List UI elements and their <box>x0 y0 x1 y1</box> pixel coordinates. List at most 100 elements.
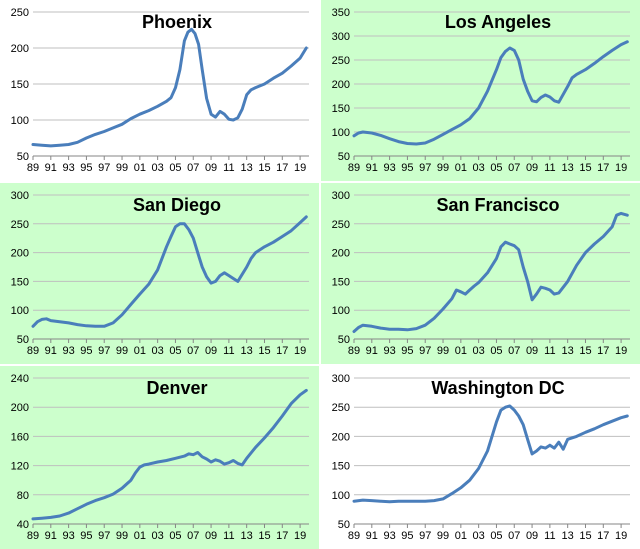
chart-svg-san-francisco: 50 100 150 200 250 300 89 91 93 95 97 99 01 03 05 07 09 1… <box>332 190 630 357</box>
x-tick-label: 11 <box>544 345 555 357</box>
y-tick-label: 100 <box>332 490 350 502</box>
x-tick-label: 13 <box>241 162 253 174</box>
x-tick-label: 07 <box>508 530 520 542</box>
x-tick-label: 17 <box>276 530 288 542</box>
chart-panel-los-angeles: 50 100 150 200 250 300 350 89 91 93 95 97 99 01 03 05 07… <box>321 0 640 181</box>
x-tick-label: 91 <box>45 162 57 174</box>
y-tick-label: 150 <box>11 276 29 288</box>
y-tick-label: 200 <box>332 248 350 260</box>
x-tick-label: 01 <box>455 345 467 357</box>
x-tick-label: 97 <box>419 345 431 357</box>
x-tick-label: 03 <box>473 345 485 357</box>
x-tick-label: 95 <box>80 345 92 357</box>
y-tick-label: 50 <box>17 151 29 163</box>
x-tick-label: 93 <box>383 162 395 174</box>
y-tick-label: 150 <box>332 461 350 473</box>
y-tick-label: 200 <box>332 79 350 91</box>
x-tick-label: 01 <box>134 162 146 174</box>
series-line-san-francisco <box>352 211 629 333</box>
x-tick-label: 09 <box>526 530 538 542</box>
chart-panel-denver: 40 80 120 160 200 240 89 91 93 95 97 99 01 03 05 07 09 11… <box>0 366 319 549</box>
chart-title: Denver <box>146 378 207 398</box>
x-tick-label: 09 <box>205 345 217 357</box>
x-tick-label: 05 <box>169 162 181 174</box>
x-tick-label: 97 <box>98 162 110 174</box>
chart-svg-washington-dc: 50 100 150 200 250 300 89 91 93 95 97 99 01 03 05 07 09 1… <box>332 373 630 542</box>
x-tick-label: 15 <box>579 530 591 542</box>
x-tick-label: 91 <box>45 530 57 542</box>
x-tick-label: 05 <box>169 345 181 357</box>
x-tick-label: 01 <box>455 162 467 174</box>
x-tick-label: 89 <box>348 345 360 357</box>
x-tick-label: 03 <box>473 530 485 542</box>
y-tick-label: 250 <box>332 219 350 231</box>
chart-panel-washington-dc: 50 100 150 200 250 300 89 91 93 95 97 99 01 03 05 07 09 1… <box>321 366 640 549</box>
x-tick-label: 19 <box>294 530 306 542</box>
x-tick-label: 03 <box>152 345 164 357</box>
x-tick-label: 93 <box>62 345 74 357</box>
y-tick-label: 50 <box>338 151 350 163</box>
y-tick-label: 200 <box>332 431 350 443</box>
x-tick-label: 01 <box>455 530 467 542</box>
x-tick-label: 99 <box>437 162 449 174</box>
y-tick-label: 100 <box>11 115 29 127</box>
x-tick-label: 99 <box>437 530 449 542</box>
x-tick-label: 11 <box>223 530 234 542</box>
x-tick-label: 15 <box>258 345 270 357</box>
chart-title: San Francisco <box>436 195 559 215</box>
x-tick-label: 01 <box>134 530 146 542</box>
x-tick-label: 95 <box>401 345 413 357</box>
series-line-denver <box>31 388 308 521</box>
y-tick-label: 40 <box>17 519 29 531</box>
chart-panel-san-francisco: 50 100 150 200 250 300 89 91 93 95 97 99 01 03 05 07 09 1… <box>321 183 640 364</box>
x-tick-label: 91 <box>45 345 57 357</box>
chart-svg-denver: 40 80 120 160 200 240 89 91 93 95 97 99 01 03 05 07 09 11… <box>11 373 309 542</box>
y-tick-label: 100 <box>332 305 350 317</box>
chart-panel-san-diego: 50 100 150 200 250 300 89 91 93 95 97 99 01 03 05 07 09 1… <box>0 183 319 364</box>
y-tick-label: 300 <box>332 190 350 202</box>
chart-panel-phoenix: 50 100 150 200 250 89 91 93 95 97 99 01 03 05 07 09 11 13… <box>0 0 319 181</box>
x-tick-label: 91 <box>366 530 378 542</box>
x-tick-label: 89 <box>27 162 39 174</box>
x-tick-label: 99 <box>437 345 449 357</box>
x-tick-label: 93 <box>383 530 395 542</box>
x-tick-label: 17 <box>597 162 609 174</box>
x-tick-label: 15 <box>258 162 270 174</box>
y-tick-label: 150 <box>332 276 350 288</box>
x-tick-label: 15 <box>579 162 591 174</box>
x-tick-label: 13 <box>562 530 574 542</box>
x-tick-label: 13 <box>241 530 253 542</box>
chart-title: Los Angeles <box>445 12 551 32</box>
y-tick-label: 250 <box>11 7 29 19</box>
y-tick-label: 50 <box>338 334 350 346</box>
y-tick-label: 80 <box>17 490 29 502</box>
x-tick-label: 07 <box>187 162 199 174</box>
x-tick-label: 11 <box>223 345 234 357</box>
chart-svg-san-diego: 50 100 150 200 250 300 89 91 93 95 97 99 01 03 05 07 09 1… <box>11 190 309 357</box>
x-tick-label: 99 <box>116 345 128 357</box>
x-tick-label: 03 <box>152 530 164 542</box>
x-tick-label: 89 <box>27 345 39 357</box>
x-tick-label: 97 <box>98 530 110 542</box>
y-tick-label: 150 <box>332 103 350 115</box>
x-tick-label: 09 <box>205 530 217 542</box>
x-tick-label: 05 <box>169 530 181 542</box>
x-tick-label: 07 <box>508 345 520 357</box>
x-tick-label: 09 <box>205 162 217 174</box>
chart-title: Phoenix <box>142 12 212 32</box>
x-tick-label: 19 <box>615 530 627 542</box>
x-tick-label: 03 <box>152 162 164 174</box>
y-tick-label: 120 <box>11 461 29 473</box>
x-tick-label: 11 <box>544 162 555 174</box>
y-tick-label: 300 <box>332 31 350 43</box>
y-tick-label: 250 <box>11 219 29 231</box>
x-tick-label: 93 <box>62 162 74 174</box>
x-tick-label: 91 <box>366 162 378 174</box>
chart-title: San Diego <box>133 195 221 215</box>
series-line-washington-dc <box>352 404 629 504</box>
x-tick-label: 95 <box>80 530 92 542</box>
x-tick-label: 01 <box>134 345 146 357</box>
x-tick-label: 93 <box>62 530 74 542</box>
x-tick-label: 05 <box>490 162 502 174</box>
y-tick-label: 160 <box>11 431 29 443</box>
